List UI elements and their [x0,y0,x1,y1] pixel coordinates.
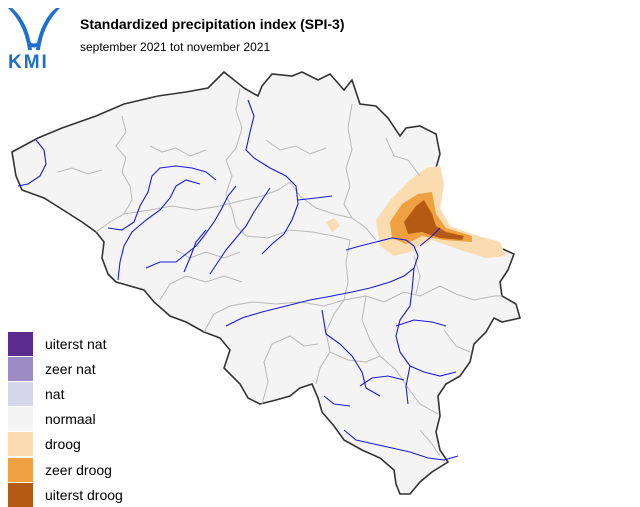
legend-swatch [8,381,33,406]
legend-label: uiterst droog [45,486,123,503]
legend-label: nat [45,385,65,402]
legend-item: normaal [8,407,123,432]
legend-swatch [8,356,33,381]
legend-swatch [8,457,33,482]
legend-item: zeer nat [8,356,123,381]
legend-swatch [8,331,33,356]
legend-item: droog [8,432,123,457]
legend-label: droog [45,436,81,453]
kmi-logo: KMI [6,6,62,73]
map-title: Standardized precipitation index (SPI-3) [80,16,345,32]
legend-label: uiterst nat [45,335,107,352]
logo-text: KMI [8,52,49,73]
drought-zone-small [326,218,340,232]
legend: uiterst nat zeer nat nat normaal droog z… [8,331,123,507]
legend-label: zeer nat [45,360,96,377]
legend-swatch [8,482,33,507]
rivers [17,99,459,461]
legend-label: normaal [45,411,96,428]
legend-item: uiterst nat [8,331,123,356]
map-subtitle: september 2021 tot november 2021 [80,40,271,54]
legend-item: uiterst droog [8,482,123,507]
belgium-territory [11,70,522,495]
legend-swatch [8,407,33,432]
drought-zone-uiterst-droog [404,200,464,240]
legend-item: zeer droog [8,457,123,482]
legend-swatch [8,432,33,457]
legend-item: nat [8,381,123,406]
legend-label: zeer droog [45,461,112,478]
